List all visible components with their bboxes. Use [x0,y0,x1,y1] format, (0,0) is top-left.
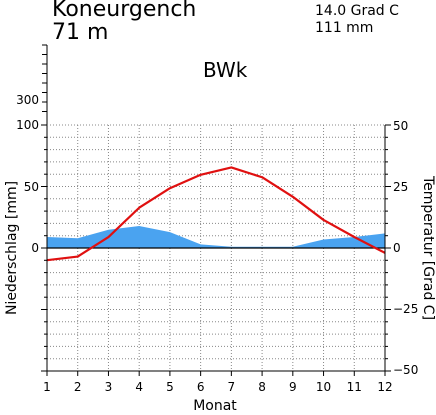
x-tick-label: 9 [289,380,297,394]
right-tick-label: −25 [393,302,418,316]
x-tick-label: 10 [316,380,331,394]
y-axis-left-label: Niederschlag [mm] [4,181,20,315]
data-layer [46,166,386,262]
right-tick-label: 0 [393,241,401,255]
x-axis-label: Monat [193,398,237,414]
precipitation-area [47,226,385,248]
left-tick-label: 50 [24,180,39,194]
x-tick-label: 11 [347,380,362,394]
right-tick-label: −50 [393,363,418,377]
x-tick-label: 5 [166,380,174,394]
x-tick-label: 7 [228,380,236,394]
left-tick-label: 0 [31,241,39,255]
x-tick-label: 4 [135,380,143,394]
x-tick-label: 2 [74,380,82,394]
annual-precipitation: 111 mm [315,20,374,36]
x-tick-label: 3 [105,380,113,394]
station-name: Koneurgench [52,0,197,22]
right-tick-label: 25 [393,180,408,194]
temperature-line [46,166,386,262]
left-tick-label: 100 [16,118,39,132]
x-tick-label: 6 [197,380,205,394]
x-tick-label: 1 [43,380,51,394]
y-axis-right-label: Temperatur [Grad C] [420,175,436,320]
climate-classification: BWk [203,58,248,82]
left-tick-label: 300 [16,93,39,107]
right-tick-label: 50 [393,119,408,133]
x-tick-label: 12 [377,380,392,394]
x-tick-label: 8 [258,380,266,394]
annual-mean-temperature: 14.0 Grad C [315,3,399,19]
station-elevation: 71 m [52,20,109,45]
